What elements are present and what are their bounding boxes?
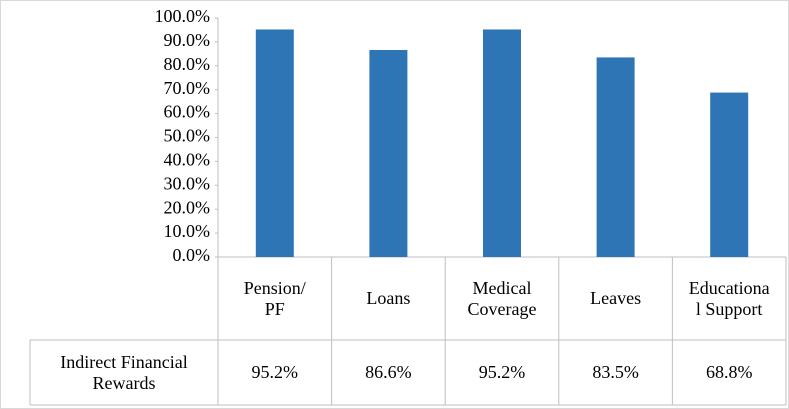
data-table-value: 95.2%	[251, 362, 299, 382]
data-table-value: 95.2%	[478, 362, 526, 382]
bar	[710, 92, 749, 258]
x-tick-label: Pension/ PF	[243, 277, 306, 319]
x-tick-label: Educational Support	[688, 277, 770, 319]
data-table-value: 83.5%	[592, 362, 639, 382]
y-tick-label: 20.0%	[164, 197, 211, 217]
bar	[596, 57, 635, 258]
y-tick-label: 90.0%	[164, 30, 211, 50]
bar	[483, 29, 521, 257]
legend-label: Indirect Financial Rewards	[60, 351, 188, 393]
data-table-value: 86.6%	[365, 362, 412, 382]
y-tick-label: 0.0%	[173, 245, 211, 265]
y-tick-label: 80.0%	[164, 54, 211, 74]
x-tick-label: Medical Coverage	[467, 277, 537, 319]
data-table-value: 68.8%	[705, 362, 753, 382]
y-tick-label: 60.0%	[164, 102, 211, 122]
y-tick-label: 10.0%	[164, 221, 211, 241]
x-tick-label: Loans	[366, 288, 411, 308]
y-tick-label: 50.0%	[164, 126, 211, 146]
y-tick-label: 40.0%	[164, 150, 211, 170]
y-tick-label: 100.0%	[155, 6, 211, 26]
y-tick-label: 70.0%	[164, 78, 211, 98]
y-tick-label: 30.0%	[164, 173, 211, 193]
bar	[369, 50, 408, 257]
bar	[255, 29, 294, 257]
x-tick-label: Leaves	[590, 288, 642, 308]
